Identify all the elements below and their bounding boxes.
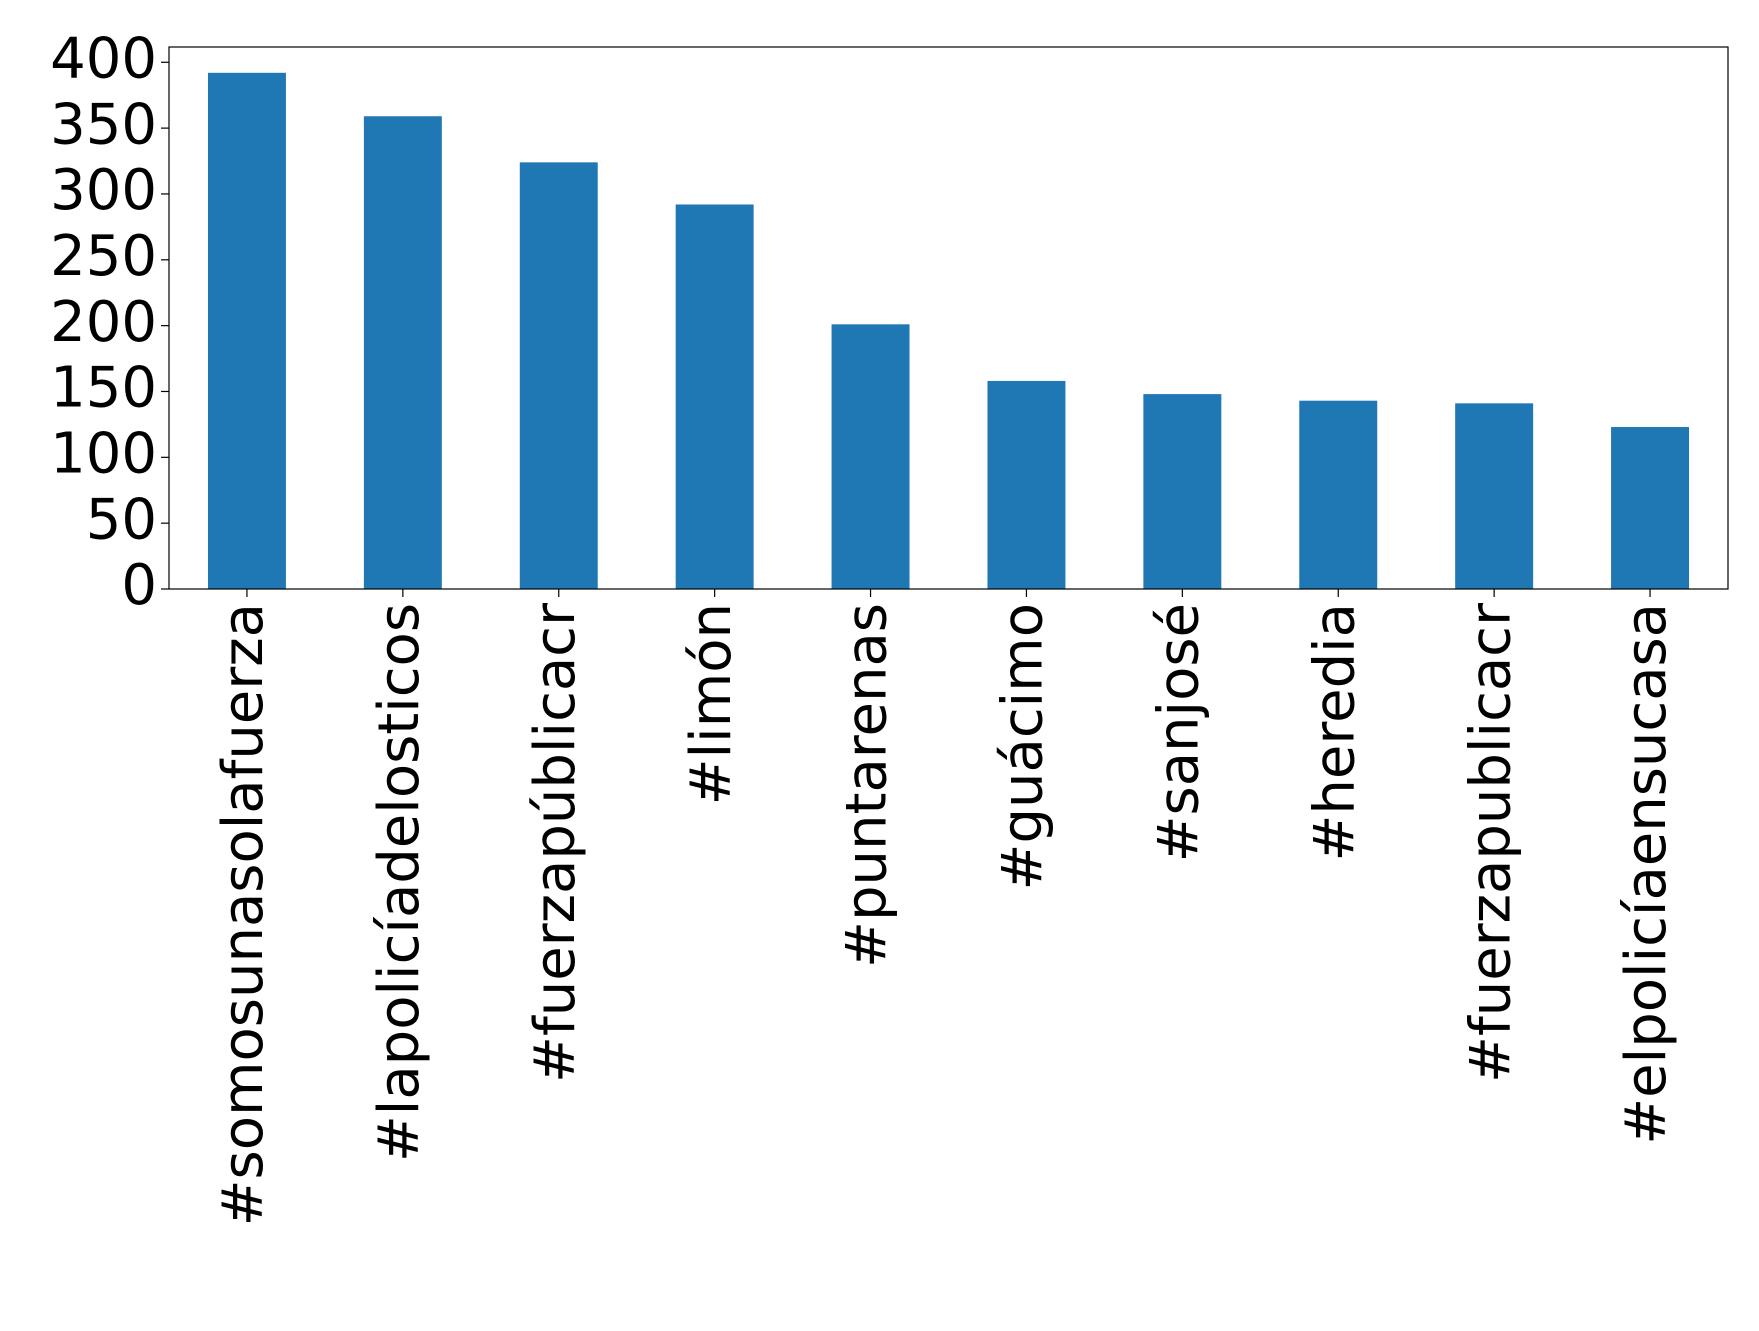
y-tick-label: 100 (50, 421, 157, 486)
x-tick-label: #puntarenas (835, 603, 900, 968)
y-tick-label: 200 (50, 290, 157, 355)
plot-frame (168, 46, 1729, 590)
x-tick-label: #limón (679, 603, 744, 805)
x-tick-label: #fuerzapúblicacr (523, 602, 588, 1083)
x-tick-label: #fuerzapublicacr (1458, 602, 1523, 1083)
bar (207, 72, 286, 590)
y-tick-label: 50 (86, 487, 157, 552)
bar (675, 204, 754, 589)
y-tick-label: 150 (50, 356, 157, 421)
bar (831, 324, 910, 589)
x-tick-label: #somosunasolafuerza (211, 603, 276, 1226)
y-tick-label: 350 (50, 92, 157, 157)
x-tick-label: #lapolicíadelosticos (367, 603, 432, 1162)
bar (1611, 427, 1690, 589)
y-tick-label: 400 (50, 26, 157, 91)
x-tick-label: #elpolicíaensucasa (1614, 603, 1679, 1145)
x-tick-label: #sanjosé (1146, 603, 1211, 862)
bar (987, 380, 1066, 589)
y-tick-label: 0 (121, 553, 157, 618)
y-tick-label: 250 (50, 224, 157, 289)
bar (1299, 400, 1378, 589)
x-tick-label: #guácimo (991, 603, 1056, 890)
bar (1455, 403, 1534, 589)
bar (363, 116, 442, 589)
bar (1143, 394, 1222, 589)
bar (519, 162, 598, 589)
y-tick-label: 300 (50, 158, 157, 223)
x-tick-label: #heredia (1302, 603, 1367, 862)
